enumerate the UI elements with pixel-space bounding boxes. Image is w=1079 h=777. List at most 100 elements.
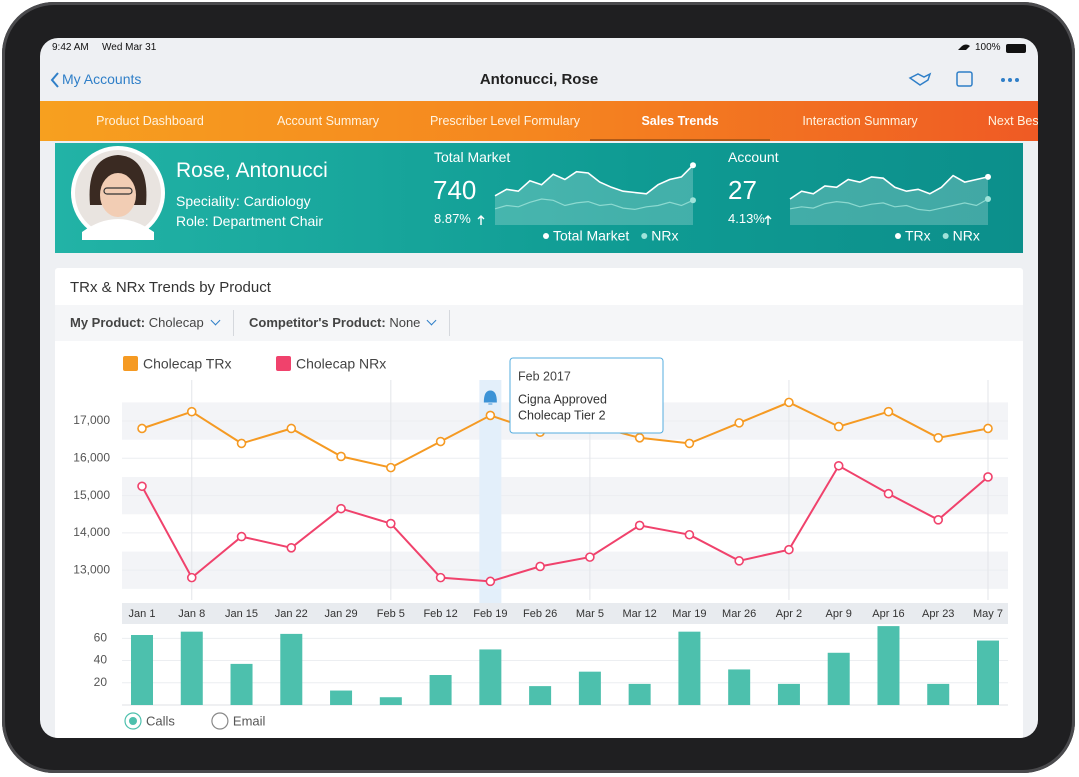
filter-dropdown[interactable]: Competitor's Product: None [249, 305, 437, 341]
data-point [634, 520, 645, 531]
tooltip-line: Cholecap Tier 2 [518, 408, 606, 422]
kpi-title: Total Market [434, 149, 511, 165]
legend-dot [641, 233, 648, 239]
radio-label: Email [233, 713, 266, 728]
up-arrow [764, 215, 772, 225]
bar [479, 649, 502, 705]
x-tick-label: May 7 [973, 608, 1003, 620]
legend-label: Cholecap NRx [296, 356, 386, 372]
back-chevron [50, 72, 59, 88]
spark-area [495, 165, 693, 225]
avatar-face [100, 173, 136, 217]
data-point [435, 572, 446, 583]
spark-line [789, 174, 989, 200]
bar [230, 663, 253, 705]
bar [827, 652, 850, 705]
tab[interactable]: Account Summary [276, 114, 380, 128]
bar [728, 669, 751, 705]
y-tick-label: 13,000 [73, 562, 110, 576]
data-point [883, 488, 894, 499]
data-point [684, 438, 695, 449]
wifi-icon [958, 44, 970, 50]
bar [280, 633, 303, 705]
x-tick-label: Mar 5 [576, 608, 604, 620]
data-point [435, 436, 446, 447]
profile-header: Rose, Antonucci Speciality: Cardiology R… [55, 143, 1023, 253]
more-dot [1008, 78, 1012, 82]
tooltip [509, 357, 664, 434]
filter-dropdown[interactable]: My Product: Cholecap [70, 305, 221, 341]
bar [877, 626, 900, 705]
filter-value: None [389, 315, 421, 330]
calendar-icon [956, 71, 973, 87]
legend-dot [543, 233, 549, 239]
data-point [784, 544, 794, 555]
legend-dot [895, 233, 901, 239]
data-point [137, 481, 147, 492]
x-tick-label: Feb 26 [523, 608, 557, 620]
more-dot [1015, 78, 1019, 82]
bell-icon [483, 390, 497, 405]
y-tick-label: 17,000 [73, 413, 110, 427]
kpi-change: 8.87% [434, 211, 471, 226]
x-axis-band [122, 603, 1008, 624]
x-tick-label: Feb 19 [473, 608, 507, 620]
y-tick-label: 14,000 [73, 525, 110, 539]
data-point [833, 460, 844, 471]
kpi-change: 4.13% [728, 211, 765, 226]
spark-endpoint [985, 173, 991, 180]
legend-label: Total Market [553, 228, 629, 244]
up-arrow [477, 215, 485, 225]
radio-dot [129, 717, 137, 725]
legend-label: NRx [651, 228, 678, 244]
tab[interactable]: Prescriber Level Formulary [429, 114, 581, 128]
profile-role: Role: Department Chair [176, 213, 324, 229]
tooltip-date: Feb 2017 [518, 369, 571, 383]
data-point [634, 432, 645, 443]
filter-label: Competitor's Product: [249, 315, 386, 330]
legend-label: TRx [905, 228, 931, 244]
x-tick-label: Apr 16 [872, 608, 904, 620]
radio-label: Calls [146, 713, 175, 728]
tab[interactable]: Product Dashboard [96, 114, 204, 128]
data-point [485, 410, 496, 421]
bar [131, 635, 153, 705]
data-point [236, 531, 247, 542]
data-point [286, 542, 297, 553]
data-point [186, 572, 197, 583]
bar [180, 631, 203, 705]
data-point [933, 432, 944, 443]
nav-title: Antonucci, Rose [479, 71, 599, 88]
kpi-title: Account [728, 149, 779, 165]
data-point [983, 472, 993, 482]
bar [379, 697, 402, 705]
card-title: TRx & NRx Trends by Product [70, 279, 271, 296]
x-tick-label: Jan 1 [129, 608, 156, 620]
bar [628, 683, 651, 705]
bar [429, 675, 452, 705]
tab[interactable]: Next Best [987, 114, 1038, 128]
data-point [983, 423, 993, 434]
data-point [386, 518, 396, 529]
more-dot [1001, 78, 1005, 82]
tab[interactable]: Sales Trends [590, 101, 770, 141]
bar [927, 683, 950, 705]
profile-name: Rose, Antonucci [176, 159, 328, 182]
data-point [734, 418, 744, 428]
battery-level: 100% [975, 42, 1001, 53]
radio[interactable] [211, 712, 229, 730]
x-tick-label: Mar 26 [722, 608, 756, 620]
y-tick-label: 40 [94, 653, 108, 667]
legend-dot [942, 233, 949, 239]
legend-swatch [123, 356, 138, 371]
back-button[interactable]: My Accounts [62, 71, 142, 87]
tab-bar: Product Dashboard Account Summary Prescrib… [40, 101, 1038, 141]
data-point [236, 438, 247, 449]
kpi-value: 27 [728, 175, 757, 205]
avatar-body [82, 219, 154, 240]
data-point [137, 423, 147, 434]
tooltip-line: Cigna Approved [518, 392, 607, 406]
tab[interactable]: Interaction Summary [802, 114, 918, 128]
filter-bar: My Product: Cholecap Competitor's Product… [55, 305, 1023, 341]
data-point [684, 529, 695, 540]
